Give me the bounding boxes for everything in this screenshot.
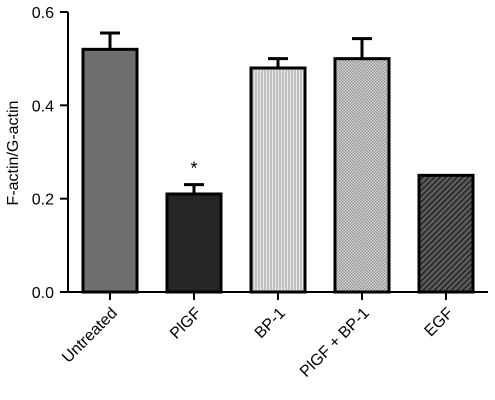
bar-plgf-bp-1 [333, 57, 391, 294]
y-tick-label: 0.2 [32, 192, 54, 209]
x-tick-label: Untreated [59, 305, 121, 367]
x-tick-label: PlGF [167, 305, 205, 343]
bar-plgf [165, 192, 223, 294]
significance-asterisk: * [190, 159, 197, 179]
y-tick-label: 0.4 [32, 98, 54, 115]
bars: * [81, 31, 475, 294]
bar-untreated [81, 47, 139, 294]
x-tick-label: EGF [422, 305, 457, 340]
bar-egf [417, 173, 475, 294]
y-axis: 0.0 0.2 0.4 0.6 [32, 5, 69, 302]
x-tick-label: PlGF + BP-1 [297, 305, 373, 381]
x-tick-label: BP-1 [252, 305, 289, 342]
x-axis: Untreated PlGF BP-1 PlGF + BP-1 EGF [59, 291, 488, 381]
y-tick-label: 0.6 [32, 5, 54, 22]
y-tick-label: 0.0 [32, 285, 54, 302]
bar-bp-1 [249, 66, 307, 294]
y-axis-title: F-actin/G-actin [5, 101, 22, 206]
